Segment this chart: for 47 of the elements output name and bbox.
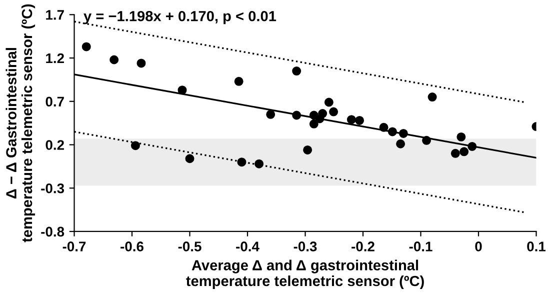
y-tick-label: 1.7	[46, 10, 64, 20]
point	[450, 148, 460, 158]
y-tick-label: 0.2	[46, 140, 64, 150]
point	[309, 119, 318, 128]
y-tick-label: 1.2	[46, 53, 64, 64]
point	[324, 98, 334, 107]
x-axis-title: Average Δ and Δ gastrointestinal temperature telemetric sensor (ºC)	[186, 260, 424, 290]
point	[422, 136, 432, 145]
point	[254, 159, 264, 168]
point	[185, 154, 194, 164]
x-tick-label: -0.5	[178, 242, 202, 252]
point	[136, 58, 146, 68]
point	[398, 128, 408, 138]
point	[292, 66, 302, 76]
point	[82, 42, 91, 52]
point	[266, 110, 276, 119]
x-tick-label: -0.3	[294, 242, 317, 252]
point	[292, 110, 302, 120]
x-tick-label: 0.1	[527, 242, 546, 252]
point	[130, 141, 140, 150]
point	[468, 142, 477, 151]
y-tick-label: -0.3	[41, 183, 64, 194]
point	[428, 92, 437, 102]
point	[178, 86, 187, 95]
point	[396, 139, 406, 148]
point	[456, 132, 466, 142]
point	[379, 122, 388, 132]
point	[355, 116, 364, 125]
x-tick-label: -0.4	[236, 242, 260, 252]
x-tick-label: -0.6	[120, 242, 144, 252]
x-tick-label: -0.1	[409, 242, 432, 252]
y-tick-label: 0.7	[46, 96, 64, 107]
point	[303, 145, 312, 154]
point	[237, 158, 246, 167]
point	[318, 109, 328, 118]
point	[329, 107, 338, 116]
x-tick-label: -0.2	[352, 242, 374, 252]
point	[460, 147, 469, 156]
y-tick-label: -0.8	[41, 226, 64, 237]
x-tick-label: -0.7	[62, 242, 86, 252]
point	[346, 115, 356, 124]
point	[234, 76, 244, 86]
x-tick-label: 0	[475, 242, 482, 252]
point	[388, 127, 397, 136]
point	[110, 55, 119, 64]
y-axis-title: Δ − Δ Gastrointestinal temperature telemetric sensor (ºC)	[6, 4, 36, 242]
chart-title: y = −1.198x + 0.170, p < 0.01	[84, 10, 276, 24]
